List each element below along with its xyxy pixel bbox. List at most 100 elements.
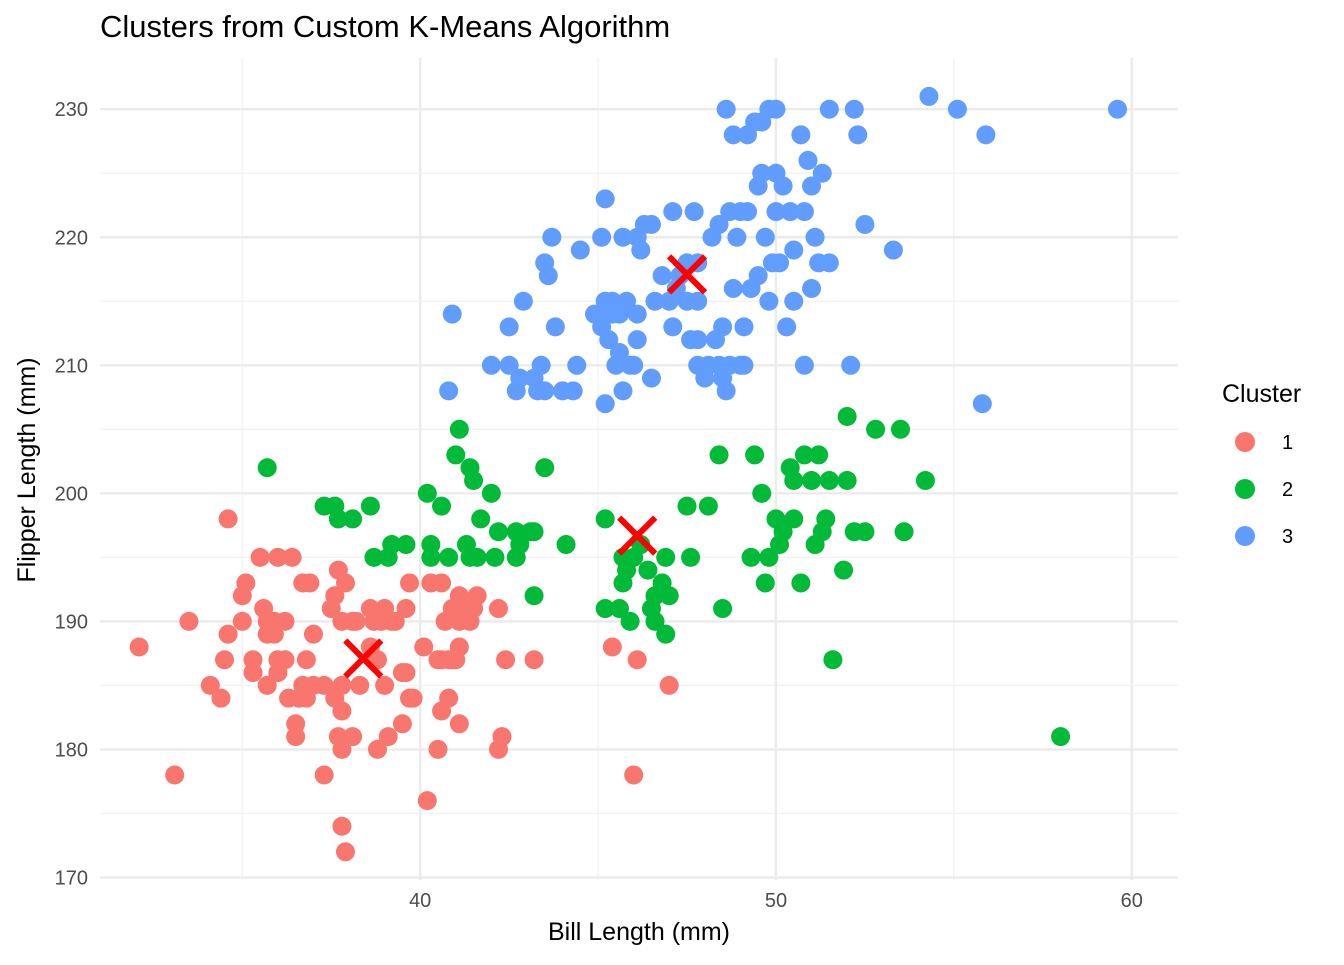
- centroid-layer: [343, 254, 708, 679]
- x-tick-label: 60: [1121, 890, 1143, 912]
- legend-item-3: 3: [1235, 526, 1293, 548]
- data-point: [232, 611, 252, 631]
- data-point: [332, 739, 352, 759]
- centroid-stroke: [343, 638, 384, 679]
- y-tick-label: 180: [55, 739, 88, 761]
- data-point: [378, 727, 398, 747]
- data-point: [595, 599, 615, 619]
- data-point: [894, 522, 914, 542]
- data-point: [802, 176, 822, 196]
- data-point: [286, 714, 306, 734]
- data-point: [972, 394, 992, 414]
- data-point: [602, 637, 622, 657]
- data-point: [535, 458, 555, 478]
- data-point: [396, 535, 416, 555]
- data-point: [179, 611, 199, 631]
- data-point: [784, 291, 804, 311]
- data-point: [656, 547, 676, 567]
- data-point: [325, 586, 345, 606]
- data-point: [595, 394, 615, 414]
- data-point: [684, 202, 704, 222]
- data-point: [752, 483, 772, 503]
- data-point: [641, 368, 661, 388]
- x-axis-label: Bill Length (mm): [548, 918, 730, 946]
- data-point: [314, 675, 334, 695]
- data-point: [794, 445, 814, 465]
- data-point: [556, 535, 576, 555]
- series-cluster-3: [439, 86, 1128, 414]
- data-point: [417, 483, 437, 503]
- data-point: [439, 547, 459, 567]
- series-cluster-2: [257, 407, 1071, 747]
- data-point: [819, 253, 839, 273]
- data-point: [428, 739, 448, 759]
- data-point: [481, 483, 501, 503]
- data-point: [890, 419, 910, 439]
- data-point: [741, 547, 761, 567]
- y-axis-label: Flipper Length (mm): [13, 357, 41, 582]
- data-point: [613, 227, 633, 247]
- data-point: [698, 496, 718, 516]
- data-point: [513, 291, 533, 311]
- data-point: [282, 547, 302, 567]
- data-point: [599, 330, 619, 350]
- legend-item-1: 1: [1235, 432, 1293, 454]
- data-point: [343, 727, 363, 747]
- data-point: [641, 214, 661, 234]
- data-point: [627, 304, 647, 324]
- data-point: [734, 317, 754, 337]
- data-point: [218, 624, 238, 644]
- data-point: [659, 675, 679, 695]
- data-point: [723, 278, 743, 298]
- data-point: [627, 650, 647, 670]
- data-point: [823, 650, 843, 670]
- data-point: [688, 291, 708, 311]
- data-point: [659, 586, 679, 606]
- data-point: [627, 227, 647, 247]
- data-point: [524, 586, 544, 606]
- data-point: [759, 291, 779, 311]
- data-point: [314, 765, 334, 785]
- chart-title: Clusters from Custom K-Means Algorithm: [100, 9, 670, 44]
- data-point: [467, 586, 487, 606]
- data-point: [421, 547, 441, 567]
- data-point: [449, 637, 469, 657]
- data-point: [784, 240, 804, 260]
- data-point: [723, 125, 743, 145]
- data-point: [602, 291, 622, 311]
- data-point: [883, 240, 903, 260]
- data-point: [798, 150, 818, 170]
- data-point: [392, 714, 412, 734]
- data-point: [396, 599, 416, 619]
- data-point: [645, 611, 665, 631]
- data-point: [400, 573, 420, 593]
- data-point: [766, 99, 786, 119]
- data-point: [275, 650, 295, 670]
- legend-key: [1235, 479, 1255, 499]
- data-point: [471, 509, 491, 529]
- data-point: [332, 701, 352, 721]
- data-point: [784, 509, 804, 529]
- data-point: [211, 688, 231, 708]
- data-point: [748, 266, 768, 286]
- data-point: [499, 355, 519, 375]
- x-tick-label: 40: [409, 890, 431, 912]
- data-point: [449, 714, 469, 734]
- centroid-marker-1: [343, 638, 384, 679]
- data-point: [855, 522, 875, 542]
- data-point: [755, 573, 775, 593]
- y-tick-label: 210: [55, 355, 88, 377]
- data-point: [531, 355, 551, 375]
- data-point: [328, 509, 348, 529]
- data-point: [713, 317, 733, 337]
- data-point: [773, 522, 793, 542]
- data-point: [709, 445, 729, 465]
- data-point: [748, 176, 768, 196]
- data-point: [681, 547, 701, 567]
- legend-label: 3: [1282, 526, 1293, 548]
- data-point: [727, 227, 747, 247]
- centroid-stroke: [666, 254, 708, 295]
- data-point: [595, 509, 615, 529]
- data-point: [777, 317, 797, 337]
- data-point: [745, 445, 765, 465]
